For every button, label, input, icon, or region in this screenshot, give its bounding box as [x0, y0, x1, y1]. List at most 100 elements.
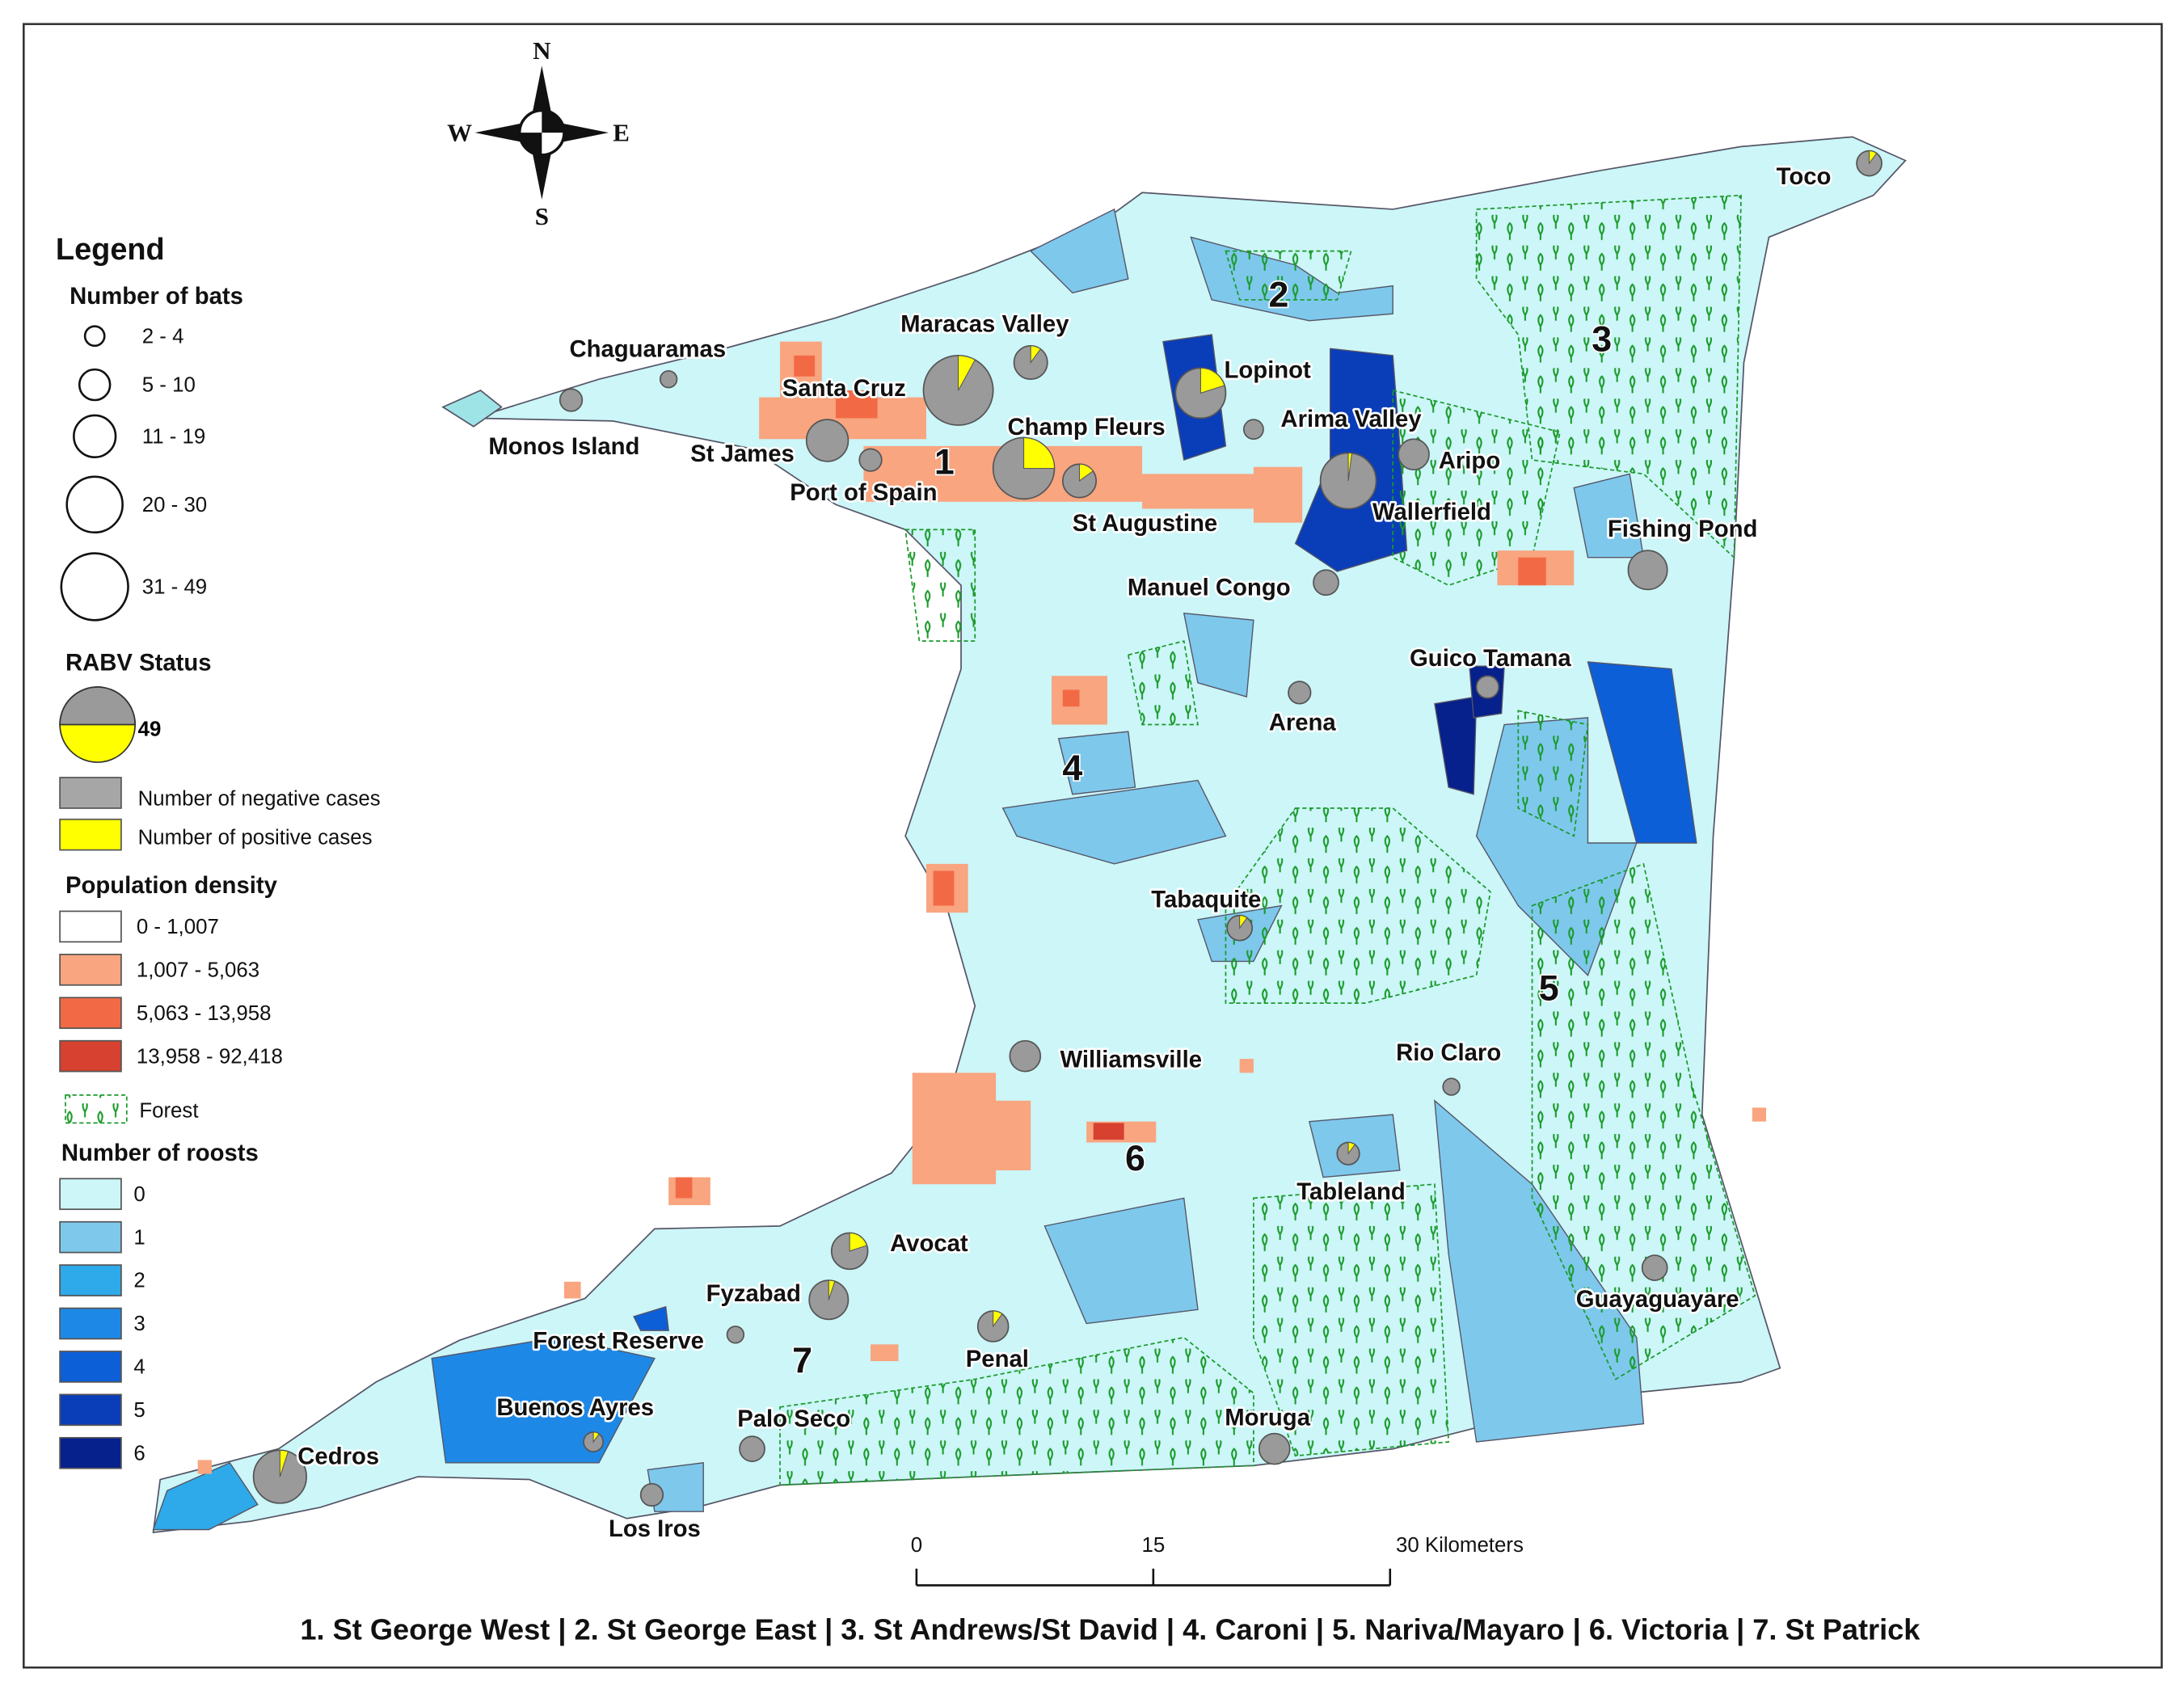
district-number: 7	[792, 1340, 812, 1380]
positive-wedge	[279, 1449, 289, 1477]
place-label: Monos Island	[488, 433, 639, 460]
place-label: Toco	[1777, 163, 1832, 190]
positive-wedge	[1239, 915, 1248, 929]
legend-label: 13,958 - 92,418	[137, 1045, 283, 1068]
place-label: Manuel Congo	[1128, 574, 1291, 601]
legend-swatch	[59, 910, 122, 943]
place-label: Guayaguayare	[1576, 1286, 1739, 1313]
legend-label: 5,063 - 13,958	[137, 1002, 272, 1025]
bat-pie	[805, 419, 850, 462]
legend-size	[73, 414, 117, 458]
legend-swatch	[59, 997, 122, 1030]
scale-bar	[915, 1568, 1392, 1587]
place-label: Maracas Valley	[900, 311, 1069, 338]
compass-north: N	[533, 36, 550, 65]
bat-pie	[1258, 1432, 1291, 1465]
positive-wedge	[1347, 1141, 1356, 1155]
bat-pie	[1398, 438, 1430, 471]
legend-swatch	[59, 1039, 122, 1073]
legend-swatch	[59, 1436, 122, 1469]
legend-label: 4	[133, 1356, 145, 1379]
legend-size	[65, 475, 124, 534]
scale-label: 15	[1141, 1534, 1165, 1557]
bat-pie	[1475, 675, 1500, 699]
bat-pie	[1627, 550, 1668, 591]
legend-label: 3	[133, 1313, 145, 1335]
legend-label: Number of positive cases	[138, 827, 373, 849]
scale-label: 30 Kilometers	[1396, 1534, 1524, 1557]
place-label: Santa Cruz	[782, 375, 906, 402]
district-number: 4	[1062, 748, 1082, 788]
legend-swatch	[59, 953, 122, 986]
forest-areas	[779, 194, 1756, 1486]
place-label: Cedros	[297, 1444, 379, 1470]
legend-heading: Number of roosts	[61, 1140, 259, 1166]
positive-wedge	[1347, 452, 1352, 482]
positive-wedge	[958, 355, 976, 391]
bat-pie	[1009, 1039, 1042, 1073]
legend-swatch	[59, 1220, 122, 1254]
legend-label: 2	[133, 1270, 145, 1292]
legend-size	[60, 552, 129, 622]
legend-swatch	[59, 1178, 122, 1211]
place-label: St James	[690, 440, 795, 467]
legend-label: 5	[133, 1399, 145, 1422]
bat-pie	[559, 388, 584, 412]
place-label: Tableland	[1296, 1178, 1406, 1205]
place-label: Moruga	[1225, 1404, 1310, 1431]
positive-wedge	[1030, 345, 1042, 365]
district-number: 5	[1539, 968, 1559, 1009]
bat-pie	[1288, 681, 1312, 705]
bat-pie	[659, 369, 678, 389]
positive-wedge	[592, 1431, 600, 1444]
legend-label: 5 - 10	[142, 374, 196, 397]
legend-swatch	[59, 777, 122, 809]
bat-pie	[726, 1326, 745, 1344]
place-label: St Augustine	[1073, 510, 1217, 537]
caption: 1. St George West | 2. St George East | …	[300, 1613, 1920, 1647]
place-label: Forest Reserve	[533, 1328, 704, 1355]
legend-pie	[59, 686, 137, 726]
place-label: Penal	[966, 1346, 1029, 1372]
scale-label: 0	[911, 1534, 922, 1557]
legend-label: 1,007 - 5,063	[137, 959, 259, 981]
legend-pie-label: 49	[138, 718, 162, 740]
bat-pie	[1641, 1254, 1668, 1281]
positive-wedge	[828, 1279, 836, 1300]
legend-swatch	[59, 1307, 122, 1340]
legend-heading: Number of bats	[70, 283, 243, 310]
place-label: Arima Valley	[1280, 406, 1422, 432]
legend-label: Forest	[139, 1099, 198, 1122]
positive-wedge	[849, 1232, 868, 1252]
legend-label: Number of negative cases	[138, 787, 381, 810]
place-label: Port of Spain	[790, 479, 937, 506]
place-label: Williamsville	[1060, 1046, 1202, 1073]
place-label: Champ Fleurs	[1007, 414, 1165, 440]
compass	[474, 65, 609, 200]
bat-pie	[1442, 1077, 1461, 1096]
bat-pie	[1242, 419, 1264, 440]
district-number: 2	[1268, 275, 1288, 315]
legend-heading: RABV Status	[65, 649, 212, 676]
legend-swatch	[65, 1094, 128, 1124]
place-label: Buenos Ayres	[496, 1394, 654, 1421]
place-label: Fishing Pond	[1608, 516, 1757, 542]
positive-wedge	[1200, 367, 1225, 394]
compass-south: S	[535, 202, 549, 230]
place-label: Tabaquite	[1151, 886, 1261, 913]
legend-swatch	[59, 1393, 122, 1427]
legend-label: 1	[133, 1226, 145, 1249]
legend-swatch	[59, 818, 122, 851]
legend-label: 31 - 49	[142, 576, 207, 599]
legend-size	[83, 325, 106, 348]
place-label: Fyzabad	[706, 1280, 801, 1307]
legend-label: 2 - 4	[142, 325, 184, 348]
compass-east: E	[613, 119, 630, 147]
legend-label: 6	[133, 1442, 145, 1465]
positive-wedge	[1078, 463, 1094, 482]
place-label: Guico Tamana	[1410, 645, 1571, 672]
positive-wedge	[1869, 150, 1878, 165]
density-cells	[197, 341, 1767, 1474]
district-number: 1	[934, 441, 955, 482]
